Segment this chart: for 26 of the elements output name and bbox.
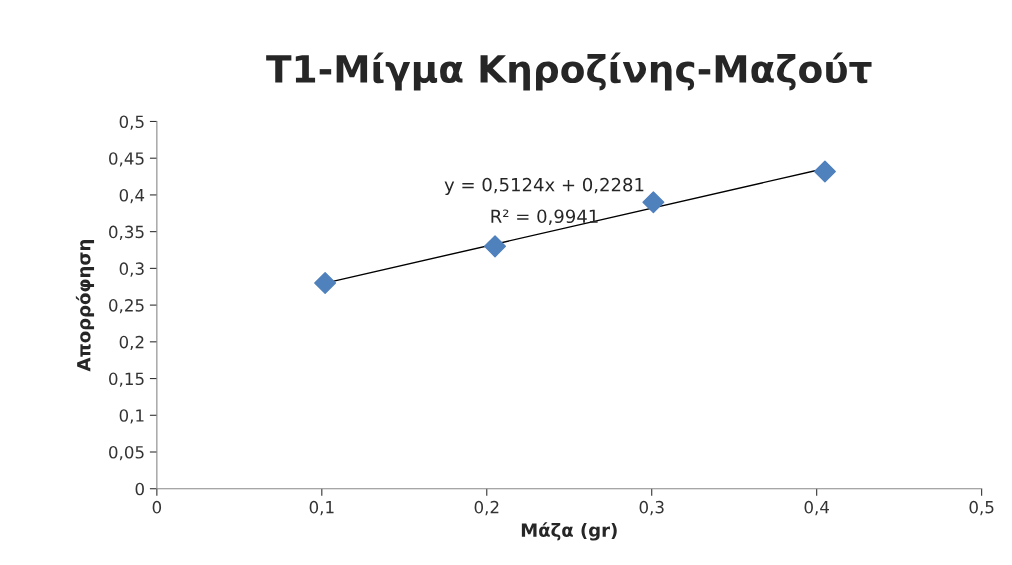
annotation: y = 0,5124x + 0,2281 (444, 177, 644, 196)
x-tick-label: 0,5 (969, 500, 994, 516)
y-tick-label: 0,15 (109, 372, 144, 387)
x-tick-label: 0 (152, 500, 162, 514)
y-tick-label: 0,25 (109, 299, 144, 314)
chart-title: T1-Μίγμα Κηροζίνης-Μαζούτ (266, 52, 872, 91)
y-tick-label: 0,2 (119, 335, 144, 351)
x-tick-label: 0,1 (309, 500, 334, 516)
y-tick-label: 0,5 (119, 115, 144, 130)
x-tick-label: 0,3 (639, 500, 664, 516)
y-tick-label: 0,05 (109, 445, 144, 461)
x-tick-label: 0,2 (474, 500, 499, 516)
annotation: R² = 0,9941 (491, 209, 598, 225)
y-axis-title: Απορρόφηση (75, 240, 95, 372)
y-tick-label: 0 (135, 482, 144, 496)
x-tick-label: 0,4 (804, 500, 829, 516)
y-tick-label: 0,4 (119, 188, 145, 204)
y-tick-label: 0,1 (119, 409, 144, 424)
y-tick-label: 0,3 (119, 262, 144, 277)
y-tick-label: 0,45 (109, 152, 144, 167)
point (314, 272, 337, 295)
point (642, 191, 665, 214)
y-tick-label: 0,35 (109, 225, 144, 240)
point (813, 160, 836, 183)
x-axis-title: Μάζα (gr) (521, 522, 617, 541)
point (484, 235, 507, 258)
